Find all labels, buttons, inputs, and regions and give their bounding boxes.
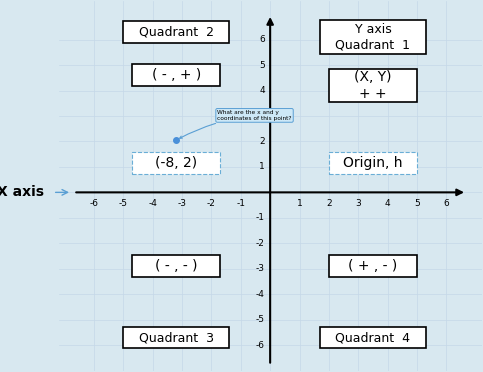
Text: -1: -1 — [256, 213, 265, 222]
FancyBboxPatch shape — [320, 20, 426, 54]
Text: 5: 5 — [259, 61, 265, 70]
Text: What are the x and y
coordinates of this point?: What are the x and y coordinates of this… — [180, 110, 292, 138]
Text: -2: -2 — [256, 239, 265, 248]
FancyBboxPatch shape — [123, 21, 229, 43]
FancyBboxPatch shape — [132, 152, 220, 174]
Text: 6: 6 — [259, 35, 265, 44]
Text: -6: -6 — [256, 341, 265, 350]
Text: -5: -5 — [256, 315, 265, 324]
Text: Origin, h: Origin, h — [343, 156, 403, 170]
FancyBboxPatch shape — [0, 182, 47, 203]
FancyBboxPatch shape — [329, 69, 417, 102]
Text: -3: -3 — [256, 264, 265, 273]
FancyBboxPatch shape — [320, 327, 426, 348]
Text: Quadrant  3: Quadrant 3 — [139, 331, 213, 344]
Text: 2: 2 — [326, 199, 332, 208]
Text: 4: 4 — [385, 199, 390, 208]
Text: 5: 5 — [414, 199, 420, 208]
Text: 1: 1 — [297, 199, 302, 208]
Text: -5: -5 — [119, 199, 128, 208]
Text: -2: -2 — [207, 199, 216, 208]
Text: ( - , + ): ( - , + ) — [152, 68, 201, 82]
Text: (-8, 2): (-8, 2) — [155, 156, 197, 170]
FancyBboxPatch shape — [123, 327, 229, 348]
Text: 2: 2 — [259, 137, 265, 146]
Text: 4: 4 — [259, 86, 265, 95]
Text: ( + , - ): ( + , - ) — [348, 259, 398, 273]
Text: ( - , - ): ( - , - ) — [155, 259, 198, 273]
Text: 3: 3 — [259, 112, 265, 121]
Text: 6: 6 — [443, 199, 449, 208]
FancyBboxPatch shape — [132, 256, 220, 277]
Text: -1: -1 — [236, 199, 245, 208]
FancyBboxPatch shape — [329, 256, 417, 277]
Text: X axis: X axis — [0, 185, 44, 199]
Text: 3: 3 — [355, 199, 361, 208]
Text: -3: -3 — [178, 199, 186, 208]
Text: (X, Y)
+ +: (X, Y) + + — [354, 70, 392, 101]
Text: Quadrant  4: Quadrant 4 — [335, 331, 411, 344]
Text: Y axis
Quadrant  1: Y axis Quadrant 1 — [335, 23, 411, 52]
Text: -6: -6 — [89, 199, 99, 208]
Text: Quadrant  2: Quadrant 2 — [139, 25, 213, 38]
FancyBboxPatch shape — [132, 64, 220, 86]
Text: 1: 1 — [259, 163, 265, 171]
Text: -4: -4 — [148, 199, 157, 208]
FancyBboxPatch shape — [329, 152, 417, 174]
Text: -4: -4 — [256, 290, 265, 299]
